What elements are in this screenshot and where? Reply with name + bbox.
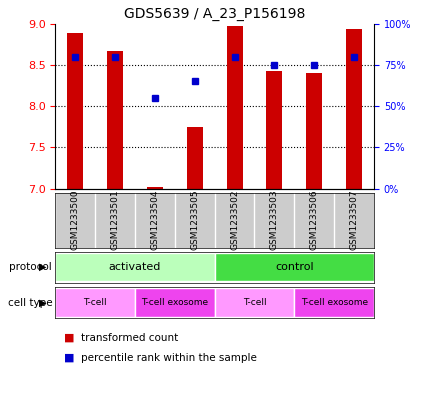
Text: control: control [275, 262, 314, 272]
Text: GSM1233506: GSM1233506 [310, 190, 319, 250]
Bar [107, 51, 123, 189]
Bar [67, 33, 83, 189]
Text: protocol: protocol [8, 262, 51, 272]
Text: ■: ■ [64, 333, 74, 343]
Text: T-cell: T-cell [243, 298, 266, 307]
Text: ▶: ▶ [39, 298, 46, 308]
Text: GSM1233500: GSM1233500 [71, 190, 79, 250]
Bar [187, 127, 203, 189]
Text: GSM1233504: GSM1233504 [150, 190, 159, 250]
Title: GDS5639 / A_23_P156198: GDS5639 / A_23_P156198 [124, 7, 305, 21]
Bar [266, 72, 282, 189]
Bar [306, 73, 322, 189]
FancyBboxPatch shape [215, 253, 374, 281]
Text: transformed count: transformed count [81, 333, 178, 343]
Text: GSM1233505: GSM1233505 [190, 190, 199, 250]
Text: GSM1233503: GSM1233503 [270, 190, 279, 250]
Text: T-cell: T-cell [83, 298, 107, 307]
Text: T-cell exosome: T-cell exosome [300, 298, 368, 307]
Text: activated: activated [109, 262, 161, 272]
FancyBboxPatch shape [55, 288, 135, 317]
Text: percentile rank within the sample: percentile rank within the sample [81, 353, 257, 363]
FancyBboxPatch shape [294, 288, 374, 317]
Text: ▶: ▶ [39, 262, 46, 272]
FancyBboxPatch shape [135, 288, 215, 317]
Text: T-cell exosome: T-cell exosome [141, 298, 208, 307]
Text: GSM1233502: GSM1233502 [230, 190, 239, 250]
FancyBboxPatch shape [55, 253, 215, 281]
Bar [227, 26, 243, 189]
FancyBboxPatch shape [215, 288, 294, 317]
Text: GSM1233501: GSM1233501 [110, 190, 119, 250]
Text: ■: ■ [64, 353, 74, 363]
Text: GSM1233507: GSM1233507 [350, 190, 359, 250]
Bar [346, 29, 362, 189]
Text: cell type: cell type [8, 298, 53, 308]
Bar [147, 187, 163, 189]
